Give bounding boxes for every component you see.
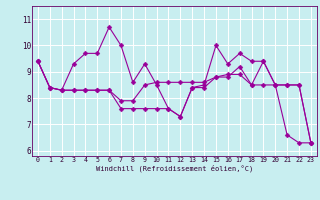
X-axis label: Windchill (Refroidissement éolien,°C): Windchill (Refroidissement éolien,°C) [96, 164, 253, 172]
